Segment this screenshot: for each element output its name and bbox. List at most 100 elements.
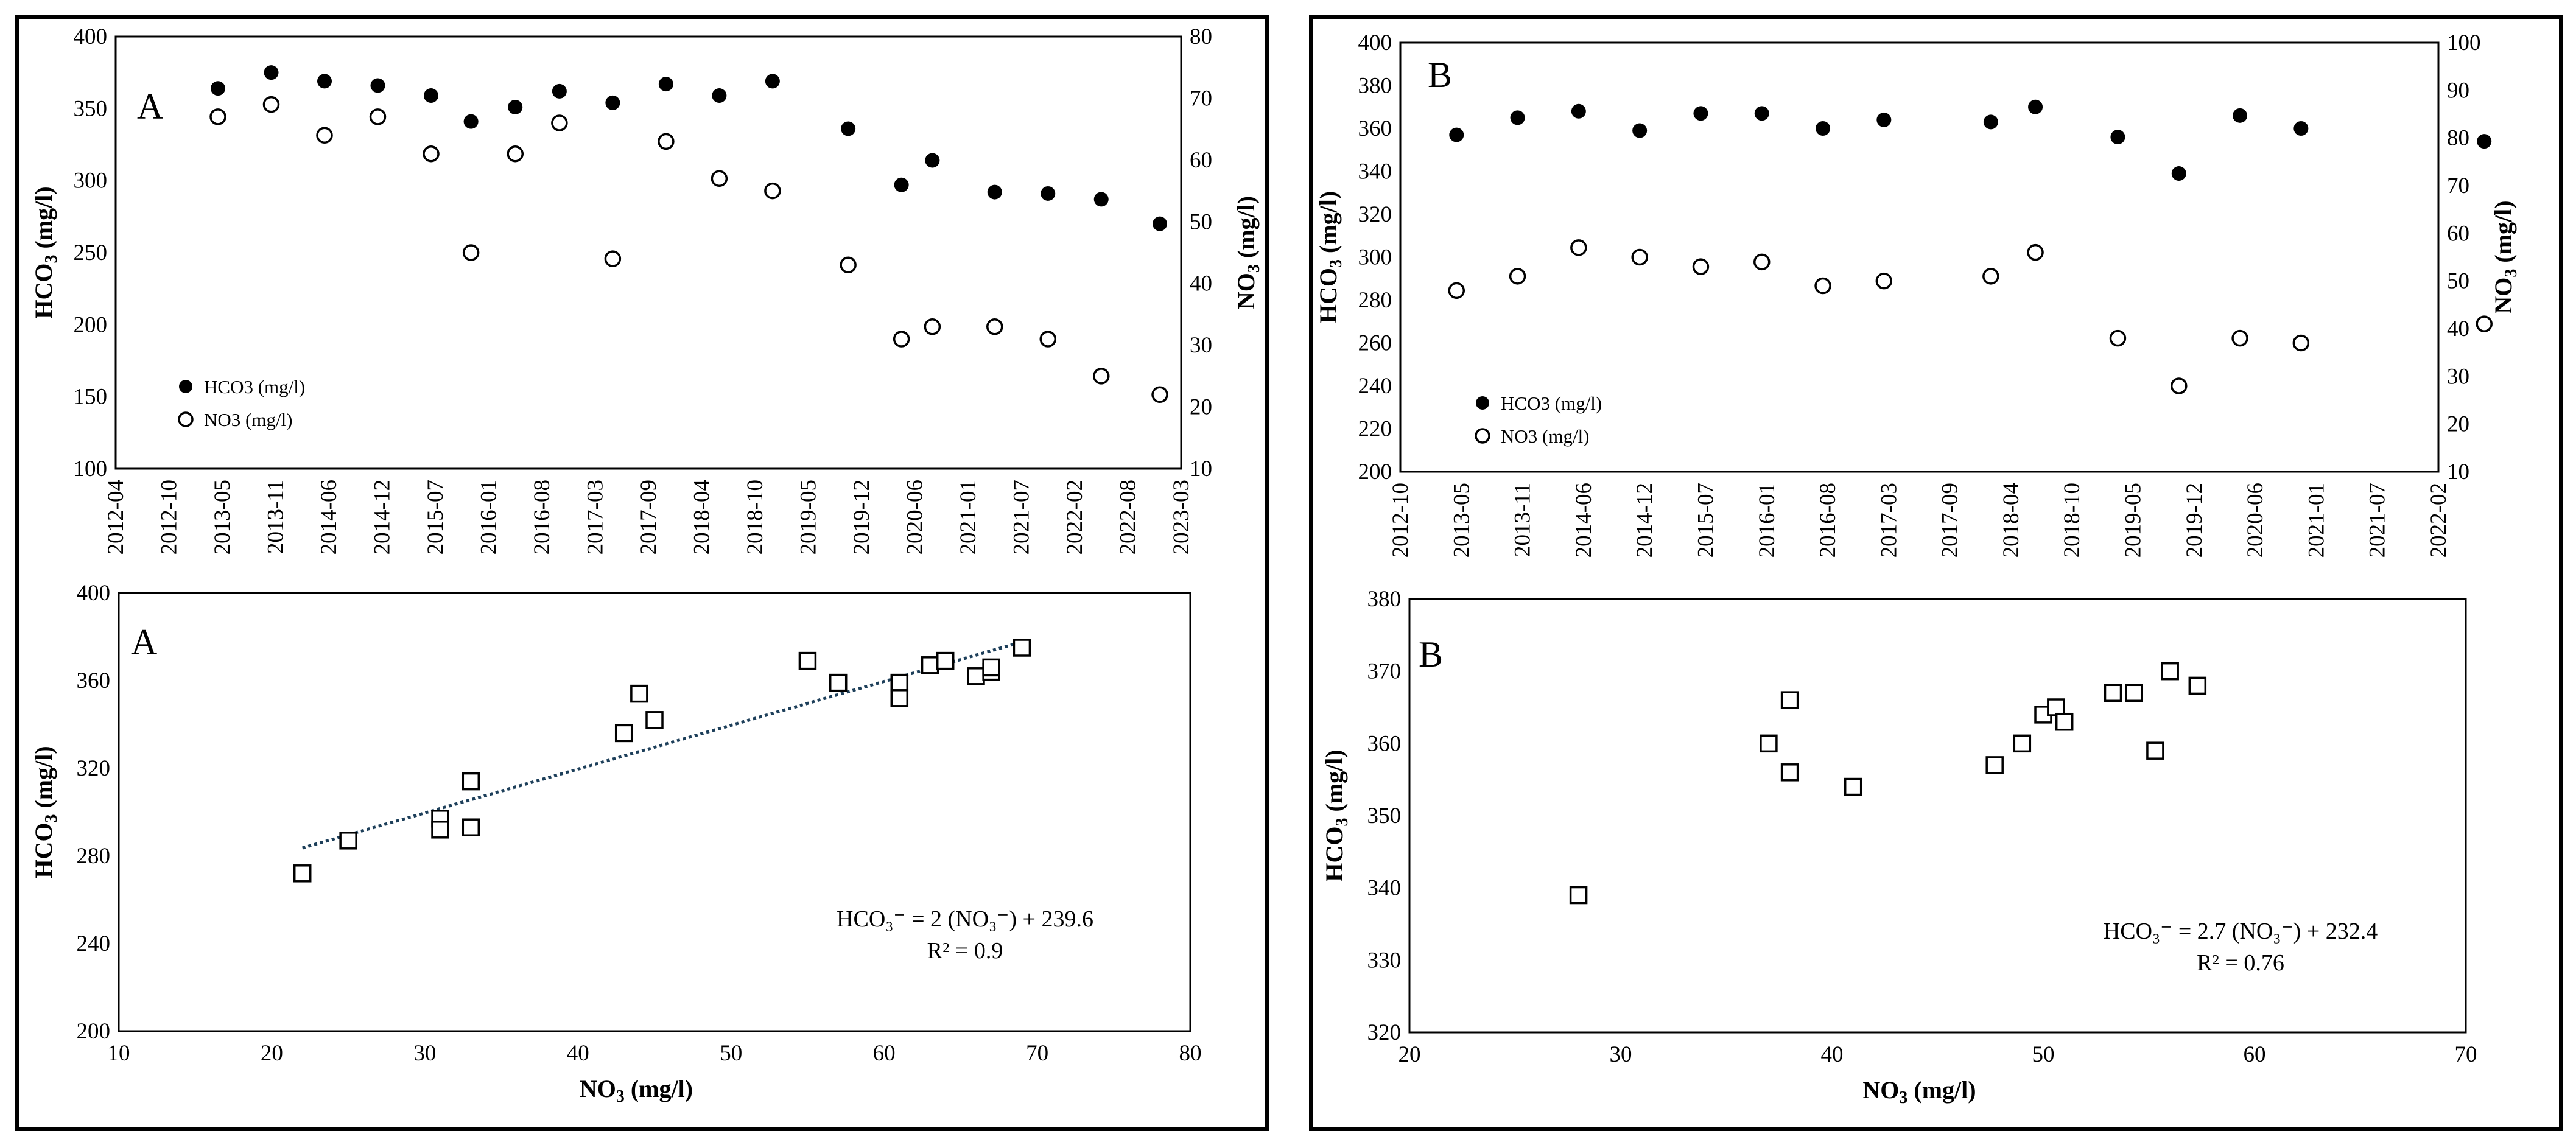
- no3-point: [1982, 268, 1999, 285]
- data-point: [645, 711, 664, 729]
- data-point: [2161, 662, 2179, 681]
- x-tick: 2013-11: [264, 480, 289, 554]
- y-left-tick: 400: [1358, 30, 1392, 55]
- data-point: [462, 818, 480, 836]
- no3-point: [551, 114, 568, 131]
- legend-hco3-label: HCO3 (mg/l): [204, 376, 305, 397]
- y-right-tick: 10: [2447, 460, 2469, 485]
- data-point: [431, 821, 449, 839]
- hco3-point: [765, 74, 780, 89]
- y-left-tick: 220: [1358, 417, 1392, 442]
- data-point: [1780, 763, 1799, 782]
- trendline: [302, 640, 1023, 850]
- y-right-tick: 60: [2447, 221, 2469, 246]
- y-tick: 330: [1367, 948, 1402, 973]
- no3-point: [1692, 258, 1710, 275]
- x-tick: 2013-05: [210, 480, 235, 555]
- regression-equation: HCO₃⁻ = 2.7 (NO₃⁻) + 232.4: [2104, 919, 2378, 944]
- legend-no3-label: NO3 (mg/l): [1501, 425, 1590, 447]
- y-left-tick: 320: [1358, 202, 1392, 227]
- hco3-point: [2293, 121, 2309, 136]
- y-right-axis-label: NO3 (mg/l): [2490, 200, 2521, 313]
- x-tick: 2016-01: [1755, 483, 1780, 558]
- legend-hco3-marker: [179, 380, 192, 393]
- y-axis-label: HCO3 (mg/l): [1321, 749, 1352, 881]
- x-axis-label: NO3 (mg/l): [1862, 1076, 1976, 1107]
- data-point: [890, 673, 909, 692]
- hco3-point: [2110, 130, 2125, 145]
- y-right-axis-label: NO3 (mg/l): [1232, 196, 1263, 309]
- data-point: [2125, 684, 2143, 702]
- no3-point: [1814, 277, 1831, 295]
- y-right-tick: 60: [1190, 148, 1212, 173]
- y-left-tick: 300: [74, 169, 108, 194]
- hco3-point: [424, 88, 438, 103]
- chart-a-time-series: 100 150 200 250 300 350 400 10 20 30 40 50 60 70 80 201…: [30, 24, 1263, 555]
- x-tick: 2012-10: [1388, 483, 1413, 558]
- no3-point: [1448, 282, 1465, 299]
- no3-point: [658, 133, 675, 150]
- y-tick: 280: [77, 844, 111, 869]
- x-tick: 2019-05: [796, 480, 821, 555]
- no3-point: [369, 108, 387, 125]
- r-squared: R² = 0.9: [927, 938, 1003, 964]
- x-tick: 2014-12: [1632, 483, 1657, 558]
- hco3-point: [1876, 112, 1892, 127]
- y-left-tick: 260: [1358, 331, 1392, 356]
- y-left-tick: 380: [1358, 74, 1392, 99]
- data-point: [630, 684, 648, 703]
- x-tick: 2019-05: [2121, 483, 2146, 558]
- y-left-tick: 250: [74, 240, 108, 265]
- hco3-point: [264, 65, 279, 80]
- y-right-tick: 80: [2447, 126, 2469, 151]
- x-tick: 60: [2244, 1042, 2266, 1067]
- hco3-point: [317, 74, 332, 89]
- y-right-tick: 40: [1190, 271, 1212, 296]
- hco3-point: [508, 99, 523, 114]
- x-tick: 2020-06: [903, 480, 928, 555]
- x-tick: 2012-10: [157, 480, 182, 555]
- hco3-point: [463, 114, 479, 129]
- x-tick: 2017-09: [636, 480, 661, 555]
- hco3-point: [1816, 121, 1831, 136]
- hco3-point: [1153, 216, 1167, 231]
- x-tick: 2019-12: [849, 480, 874, 555]
- hco3-point: [987, 184, 1002, 200]
- no3-point: [1093, 368, 1110, 385]
- data-point: [982, 658, 1000, 677]
- no3-point: [2109, 329, 2127, 347]
- y-tick: 380: [1367, 587, 1402, 612]
- legend-no3-marker: [178, 411, 194, 427]
- hco3-point: [1093, 192, 1109, 207]
- data-point: [936, 651, 955, 670]
- regression-equation: HCO₃⁻ = 2 (NO₃⁻) + 239.6: [837, 906, 1093, 932]
- y-left-tick: 280: [1358, 288, 1392, 313]
- hco3-point: [1449, 127, 1464, 142]
- chart-a-regression: 200 240 280 320 360 400 10 20 30 40 50 60 70 80 HCO3 (…: [30, 581, 1202, 1106]
- y-right-tick: 40: [2447, 317, 2469, 341]
- hco3-point: [658, 77, 673, 92]
- no3-point: [604, 250, 622, 267]
- hco3-point: [1632, 123, 1648, 138]
- y-tick: 400: [77, 581, 111, 606]
- x-tick: 2014-06: [1571, 483, 1596, 558]
- data-point: [798, 651, 817, 670]
- x-tick: 2013-05: [1449, 483, 1474, 558]
- no3-point: [2027, 243, 2044, 261]
- y-tick: 340: [1367, 876, 1402, 901]
- y-tick: 370: [1367, 659, 1402, 684]
- x-tick: 2015-07: [423, 480, 448, 555]
- no3-point: [2231, 329, 2248, 347]
- plot-area: [114, 35, 1182, 470]
- hco3-point: [1983, 114, 1998, 130]
- y-right-tick: 30: [2447, 364, 2469, 389]
- y-tick: 240: [77, 931, 111, 956]
- hco3-point: [925, 153, 940, 168]
- no3-point: [2171, 377, 2188, 394]
- hco3-point: [841, 121, 856, 136]
- x-tick: 2017-03: [583, 480, 608, 555]
- y-axis-label: HCO3 (mg/l): [30, 746, 61, 878]
- x-tick: 40: [1821, 1042, 1844, 1067]
- hco3-point: [2028, 99, 2043, 114]
- no3-point: [316, 127, 333, 144]
